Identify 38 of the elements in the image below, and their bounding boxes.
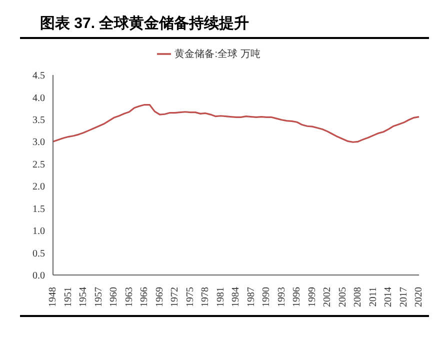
y-tick-label: 4.0 [32, 92, 45, 104]
x-tick-label: 1993 [276, 287, 288, 307]
line-series [52, 104, 420, 143]
y-tick-label: 1.0 [32, 226, 45, 238]
x-tick-label: 1978 [200, 287, 211, 307]
legend-label: 黄金储备:全球 万吨 [174, 49, 260, 60]
x-tick-label: 1984 [230, 287, 242, 307]
x-tick-label: 2011 [368, 287, 379, 307]
x-tick-label: 1951 [62, 287, 74, 307]
x-tick-label: 1999 [306, 287, 318, 307]
chart-title: 图表 37. 全球黄金储备持续提升 [20, 8, 429, 39]
x-tick-label: 1990 [261, 287, 272, 307]
y-tick-label: 3.5 [32, 114, 45, 126]
y-tick-label: 0.5 [32, 248, 45, 260]
x-tick-label: 2020 [414, 287, 424, 307]
x-tick-label: 2002 [322, 287, 333, 307]
x-tick-label: 2017 [398, 287, 410, 307]
y-tick-label: 2.0 [32, 182, 45, 193]
x-tick-label: 1963 [124, 287, 135, 307]
x-tick-label: 1972 [170, 287, 180, 307]
x-tick-label: 1954 [78, 287, 89, 307]
x-tick-label: 1948 [48, 287, 58, 307]
y-tick-label: 1.5 [32, 204, 45, 215]
y-tick-label: 3.0 [32, 137, 45, 148]
x-tick-label: 2014 [383, 287, 394, 307]
x-tick-label: 1969 [154, 287, 166, 307]
y-tick-label: 4.5 [32, 70, 45, 82]
x-tick-label: 1966 [139, 287, 150, 307]
x-tick-label: 1987 [246, 287, 257, 307]
x-tick-label: 2008 [352, 287, 364, 307]
y-tick-label: 0.0 [32, 270, 45, 282]
x-tick-label: 1975 [184, 287, 196, 307]
y-tick-label: 2.5 [32, 159, 45, 170]
x-tick-label: 1957 [93, 287, 104, 307]
x-tick-label: 1996 [292, 287, 302, 307]
x-tick-label: 1960 [108, 287, 120, 307]
x-tick-label: 1981 [215, 287, 226, 307]
x-tick-label: 2005 [337, 287, 348, 307]
